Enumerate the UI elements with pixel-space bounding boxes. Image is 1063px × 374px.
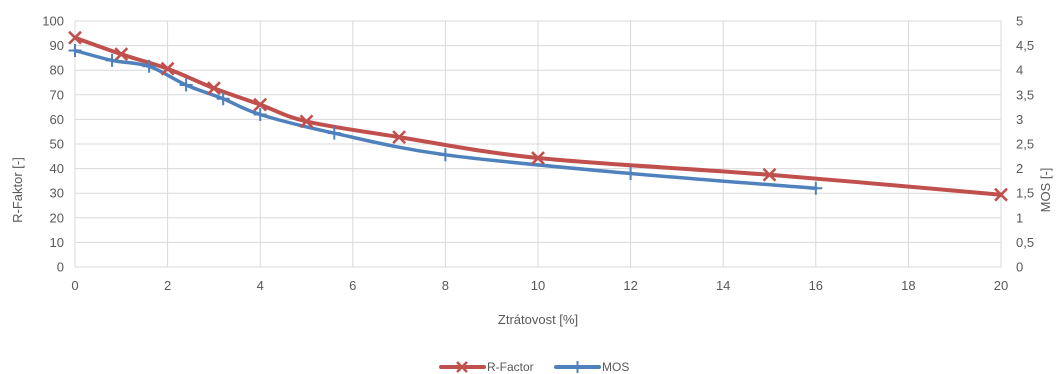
data-point-r-factor [994,187,1008,202]
y-right-tick-label: 0 [1016,260,1023,275]
data-point-mos [142,59,156,73]
series-line-mos [73,48,818,191]
y-axis-right-label: MOS [-] [1038,168,1053,213]
y-right-tick-label: 4,5 [1016,38,1034,53]
y-left-tick-label: 80 [50,63,64,78]
x-tick-label: 0 [71,278,78,293]
y-left-tick-label: 20 [50,210,64,225]
y-right-tick-label: 4 [1016,63,1023,78]
y-right-tick-label: 2,5 [1016,137,1034,152]
y-axis-left-label: R-Faktor [-] [10,157,25,223]
y-right-tick-label: 3,5 [1016,87,1034,102]
data-point-r-factor [160,61,175,76]
x-tick-label: 4 [257,278,264,293]
data-point-r-factor [206,81,221,96]
y-right-tick-label: 1,5 [1016,186,1034,201]
y-right-tick-label: 5 [1016,14,1023,29]
legend-r-factor-marker [456,361,468,373]
y-left-tick-label: 70 [50,87,64,102]
gridlines [74,20,1002,268]
data-point-r-factor [392,130,407,145]
y-left-tick-label: 60 [50,112,64,127]
data-point-mos [327,126,341,140]
legend-item-mos: MOS [554,360,629,374]
data-point-r-factor [531,151,545,165]
y-left-tick-label: 0 [57,260,64,275]
y-left-tick-label: 30 [50,186,64,201]
data-point-r-factor [762,167,777,182]
y-left-tick-label: 10 [50,235,64,250]
data-point-r-factor [114,47,129,62]
legend: R-Factor MOS [439,360,629,374]
legend-mos-label: MOS [602,360,629,374]
data-point-r-factor [68,30,82,45]
x-tick-label: 20 [994,278,1008,293]
series-markers [68,30,1008,202]
y-left-tick-label: 100 [42,14,64,29]
y-right-tick-label: 0,5 [1016,235,1034,250]
data-point-mos [624,167,638,181]
x-tick-label: 14 [716,278,730,293]
data-point-r-factor [253,97,268,112]
y-right-tick-label: 3 [1016,112,1023,127]
y-left-tick-label: 50 [50,137,64,152]
data-point-mos [253,107,267,121]
data-point-mos [438,148,452,162]
legend-item-r-factor: R-Factor [439,360,534,374]
y-right-tick-label: 2 [1016,161,1023,176]
x-tick-label: 18 [901,278,915,293]
legend-mos-marker [571,361,584,373]
data-point-mos [216,92,230,106]
x-tick-label: 6 [349,278,356,293]
data-point-mos [105,53,119,67]
data-point-r-factor [299,114,314,129]
x-tick-label: 8 [442,278,449,293]
y-left-tick-label: 40 [50,161,64,176]
x-tick-label: 2 [164,278,171,293]
tick-labels: 010203040506070809010000,511,522,533,544… [42,14,1034,294]
x-axis-label: Ztrátovost [%] [498,312,578,327]
x-tick-label: 10 [531,278,545,293]
y-right-tick-label: 1 [1016,210,1023,225]
data-point-mos [68,44,82,58]
data-point-mos [179,78,193,92]
y-left-tick-label: 90 [50,38,64,53]
x-tick-label: 16 [809,278,823,293]
data-point-mos [809,181,823,195]
legend-r-factor-label: R-Factor [487,360,534,374]
x-tick-label: 12 [623,278,637,293]
